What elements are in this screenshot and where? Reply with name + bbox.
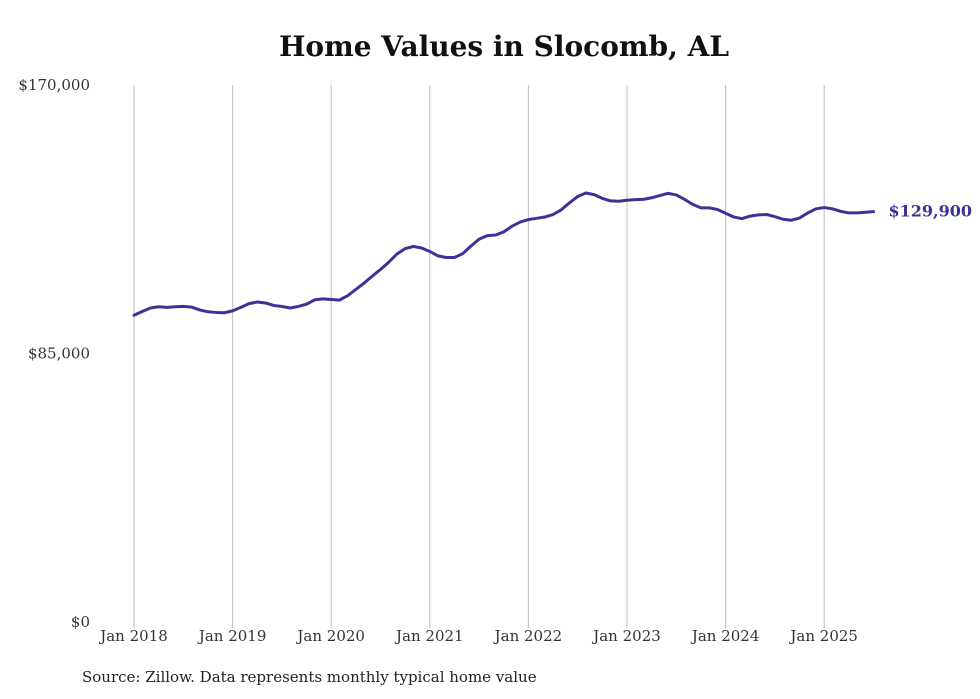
x-tick-label: Jan 2022 [493, 627, 563, 645]
series-layer [132, 191, 875, 317]
x-tick-label: Jan 2024 [690, 627, 760, 645]
series-line [132, 191, 875, 317]
gridlines [133, 85, 825, 628]
last-value-label: $129,900 [889, 202, 973, 221]
x-tick-label: Jan 2018 [98, 627, 168, 645]
x-tick-label: Jan 2023 [591, 627, 661, 645]
y-tick-label: $170,000 [18, 76, 90, 94]
source-note: Source: Zillow. Data represents monthly … [82, 668, 537, 686]
x-tick-label: Jan 2020 [295, 627, 365, 645]
y-tick-label: $85,000 [28, 345, 90, 363]
x-tick-label: Jan 2019 [197, 627, 267, 645]
end-label-layer: $129,900 [889, 202, 973, 221]
x-tick-label: Jan 2021 [394, 627, 464, 645]
x-tick-label: Jan 2025 [788, 627, 858, 645]
y-tick-label: $0 [71, 613, 90, 631]
chart-title: Home Values in Slocomb, AL [278, 30, 730, 63]
y-axis-tick-labels: $0 $85,000 $170,000 [18, 76, 90, 631]
x-axis-tick-labels: Jan 2018 Jan 2019 Jan 2020 Jan 2021 Jan 2022… [98, 627, 858, 645]
